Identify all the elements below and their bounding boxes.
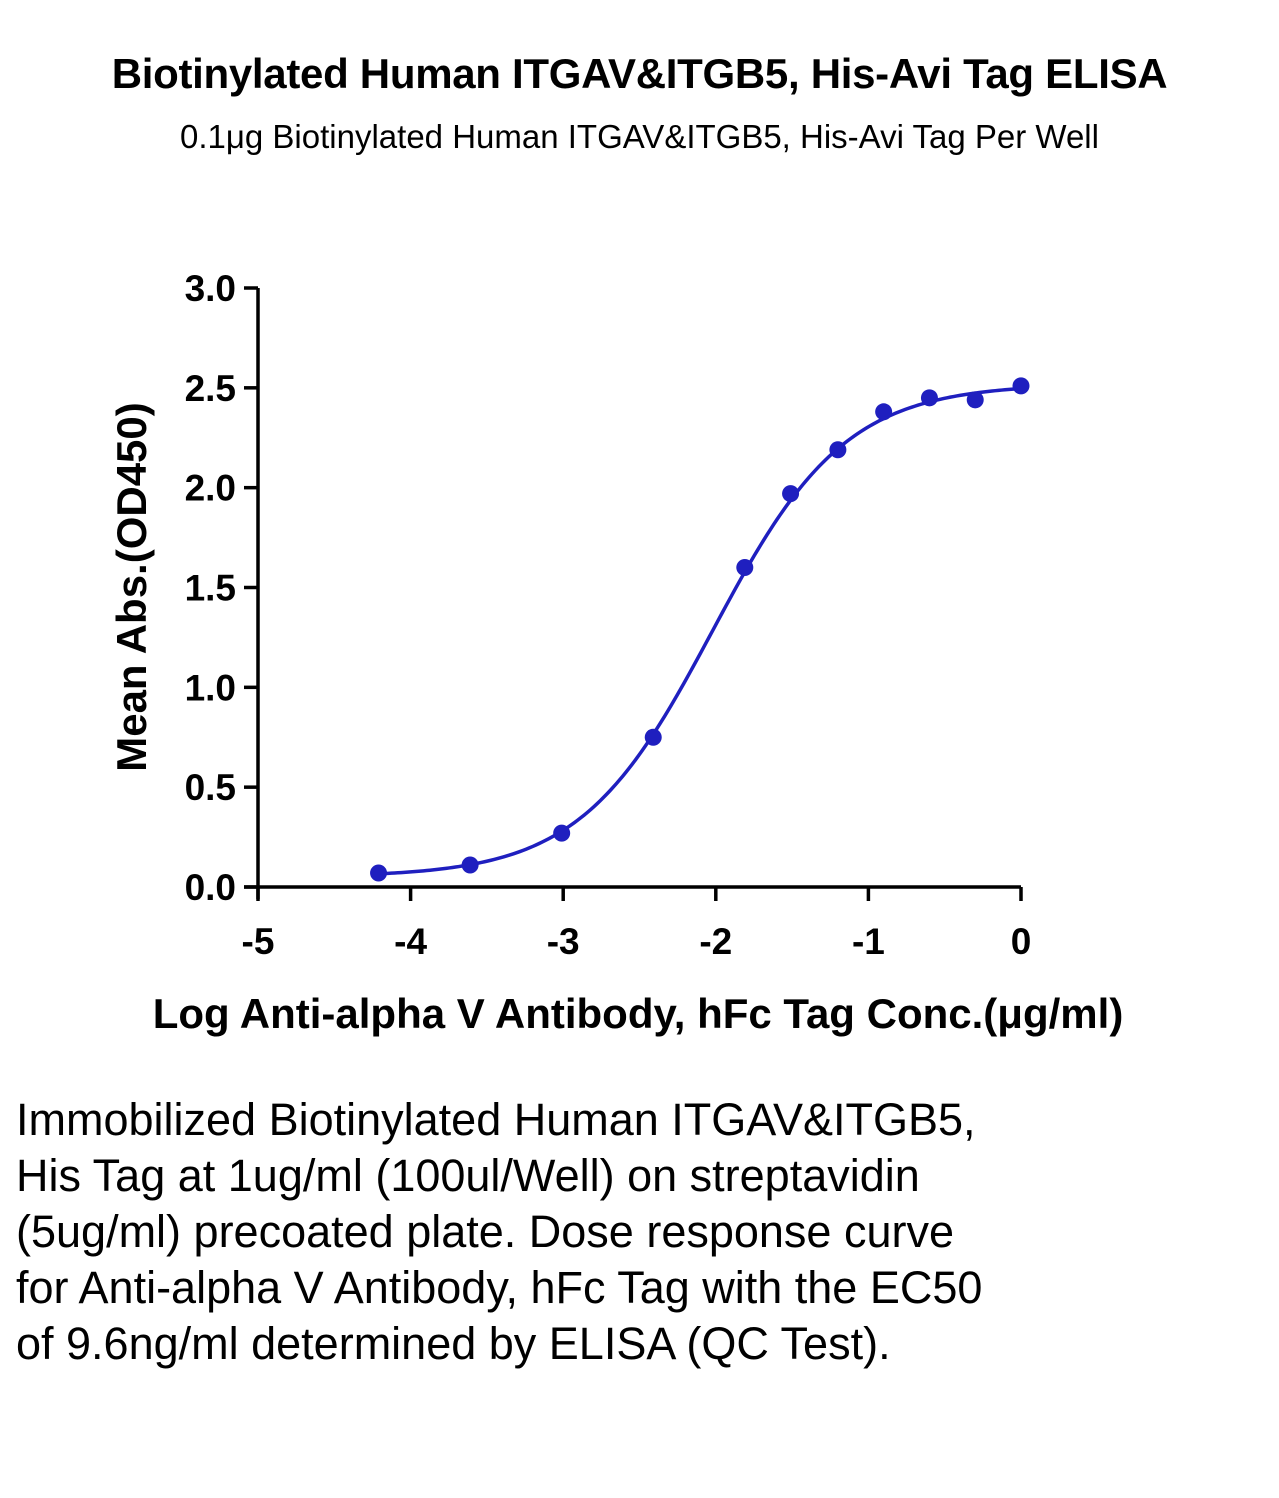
data-point: [875, 403, 893, 421]
x-axis-label: Log Anti-alpha V Antibody, hFc Tag Conc.…: [153, 990, 1124, 1037]
data-point: [782, 485, 800, 503]
data-point: [461, 856, 479, 874]
y-tick-label: 2.0: [185, 468, 236, 509]
x-tick-label: -5: [242, 921, 275, 962]
y-tick-label: 2.5: [185, 368, 236, 409]
y-tick-label: 3.0: [185, 268, 236, 309]
y-tick-label: 1.5: [185, 568, 236, 609]
figure-caption: Immobilized Biotinylated Human ITGAV&ITG…: [16, 1094, 983, 1369]
fit-curve: [378, 386, 1022, 876]
x-tick-label: -1: [852, 921, 885, 962]
data-point: [1012, 377, 1030, 395]
x-tick-label: -4: [394, 921, 427, 962]
data-point: [966, 391, 984, 409]
y-tick-label: 1.0: [185, 667, 236, 708]
y-tick-label: 0.5: [185, 767, 236, 808]
data-point: [829, 441, 847, 459]
x-tick-label: -3: [547, 921, 580, 962]
x-tick-label: -2: [699, 921, 732, 962]
chart-subtitle: 0.1μg Biotinylated Human ITGAV&ITGB5, Hi…: [180, 118, 1099, 155]
data-point: [553, 824, 571, 842]
y-axis-label: Mean Abs.(OD450): [108, 402, 155, 772]
y-axis: 0.0 0.5 1.0 1.5 2.0 2.5 3.0: [185, 268, 260, 908]
x-axis: -5 -4 -3 -2 -1 0: [242, 885, 1032, 962]
y-tick-label: 0.0: [185, 867, 236, 908]
data-point: [920, 389, 938, 407]
chart-title: Biotinylated Human ITGAV&ITGB5, His-Avi …: [111, 50, 1168, 97]
data-points: [370, 377, 1030, 882]
x-tick-label: 0: [1011, 921, 1032, 962]
data-point: [644, 728, 662, 746]
elisa-chart: 0.0 0.5 1.0 1.5 2.0 2.5 3.0 -5 -4 -3 -2 -1 0 Mean A…: [108, 268, 1124, 1037]
data-point: [736, 559, 754, 577]
data-point: [370, 864, 388, 882]
